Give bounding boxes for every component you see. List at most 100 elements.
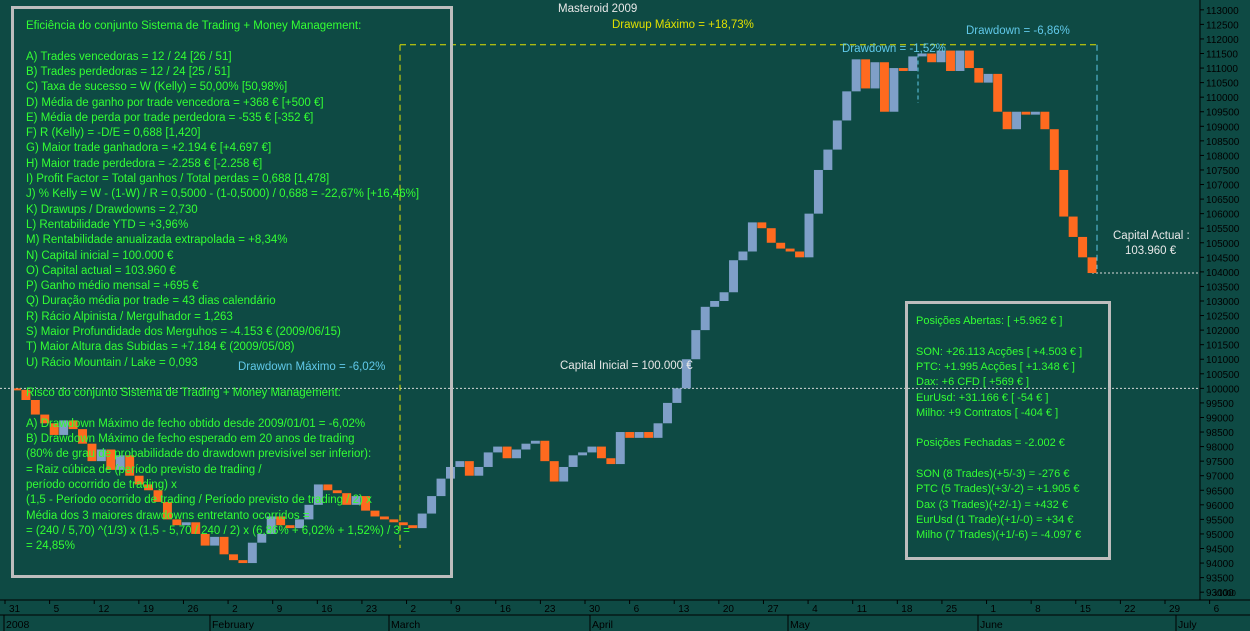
stats-line: = Raiz cúbica de (período previsto de tr… (26, 463, 262, 476)
candle-bar (153, 490, 163, 502)
candle-bar (295, 519, 304, 529)
candle-bar (68, 420, 78, 430)
date-tick-label: 4 (812, 604, 818, 615)
candle-bar (96, 449, 106, 462)
date-tick-label: 26 (187, 604, 199, 615)
price-tick-label: 98500 (1206, 428, 1234, 439)
stats-line: E) Média de perda por trade perdedora = … (26, 111, 314, 124)
stats-line: B) Drawdown Máximo de fecho esperado em … (26, 433, 355, 446)
price-tick-label: 102500 (1206, 312, 1240, 323)
date-tick-label: 1 (991, 604, 997, 615)
candle-bar (549, 461, 559, 482)
candle-bar (908, 56, 918, 71)
stats-line: Eficiência do conjunto Sistema de Tradin… (26, 20, 362, 32)
stats-line: F) R (Kelly) = -D/E = 0,688 [1,420] (26, 127, 201, 140)
date-tick-label: 23 (366, 604, 378, 615)
candle-bar (483, 452, 493, 467)
candle-bar (389, 519, 399, 523)
candle-bar (766, 228, 776, 243)
candle-bar (578, 452, 588, 456)
price-tick-label: 97500 (1206, 457, 1234, 468)
stats-line: J) % Kelly = W - (1-W) / R = 0,5000 - (1… (26, 188, 420, 201)
candle-bar (115, 455, 125, 470)
price-tick-label: 105500 (1206, 224, 1240, 235)
candle-bar (247, 542, 257, 564)
stats-line: A) Drawdown Máximo de fecho obtido desde… (26, 417, 366, 430)
price-tick-label: 106500 (1206, 195, 1240, 206)
stats-line: B) Trades perdedoras = 12 / 24 [25 / 51] (26, 65, 231, 78)
candle-bar (162, 501, 172, 520)
stats-line: A) Trades vencedoras = 12 / 24 [26 / 51] (26, 50, 232, 63)
stats-line: C) Taxa de sucesso = W (Kelly) = 50,00% … (26, 81, 288, 94)
date-tick-label: 22 (1124, 604, 1136, 615)
price-tick-label: 99500 (1206, 399, 1234, 410)
candle-bar (776, 242, 786, 249)
candle-bar (955, 50, 965, 71)
date-tick-label: 27 (767, 604, 779, 615)
candle-bar (398, 522, 408, 526)
candle-bar (729, 260, 738, 293)
price-tick-label: 99000 (1206, 413, 1234, 424)
candle-bar (436, 478, 446, 497)
date-tick-label: 16 (500, 604, 512, 615)
date-tick-label: 23 (544, 604, 556, 615)
candle-bar (681, 359, 691, 389)
candle-bar (172, 519, 182, 526)
candle-bar (710, 301, 720, 307)
position-line: PTC: +1.995 Acções [ +1.348 € ] (916, 360, 1075, 373)
candle-bar (59, 420, 69, 435)
candle-bar (785, 248, 795, 252)
stats-line: = (240 / 5,70) ^(1/3) x (1,5 - 5,70 / 24… (26, 524, 410, 537)
price-tick-label: 101500 (1206, 341, 1240, 352)
candle-bar (417, 513, 427, 529)
candle-bar (408, 525, 418, 529)
date-tick-label: 11 (857, 604, 868, 615)
stats-line: U) Rácio Mountain / Lake = 0,093 (26, 356, 198, 369)
candle-bar (512, 449, 521, 459)
price-tick-label: 111000 (1206, 64, 1238, 75)
price-tick-label: 100000 (1206, 384, 1240, 395)
candle-bar (757, 222, 767, 229)
candle-bar (889, 68, 899, 112)
price-tick-label: 112500 (1206, 20, 1239, 31)
candle-bar (342, 493, 352, 505)
candle-bar (323, 484, 333, 491)
candle-bar (78, 429, 87, 444)
price-tick-label: 108000 (1206, 151, 1240, 162)
candle-bar (898, 68, 908, 71)
drawdown-label-2: Drawdown = -6,86% (966, 25, 1070, 37)
candle-bar (379, 516, 389, 520)
candle-bar (351, 496, 361, 505)
stats-line: Q) Duração média por trade = 43 dias cal… (26, 295, 276, 308)
candle-bar (361, 496, 371, 511)
price-tick-label: 97000 (1206, 472, 1234, 483)
candle-bar (634, 432, 644, 438)
date-tick-label: 29 (1169, 604, 1181, 615)
price-tick-label: 107000 (1206, 181, 1240, 192)
candle-bar (823, 149, 833, 170)
candle-bar (125, 455, 135, 476)
date-tick-label: 2 (232, 604, 238, 615)
candle-bar (1059, 169, 1069, 217)
price-tick-label: 96000 (1206, 501, 1234, 512)
stats-line: N) Capital inicial = 100.000 € (26, 249, 174, 262)
candle-bar (200, 533, 210, 546)
candle-bar (427, 496, 437, 514)
candle-bar (1040, 111, 1050, 130)
stats-line: R) Rácio Alpinista / Mergulhador = 1,263 (26, 310, 233, 323)
stats-line: período ocorrido de trading) x (26, 479, 177, 491)
date-tick-label: 6 (634, 604, 640, 615)
candle-bar (993, 73, 1003, 112)
candle-bar (559, 466, 569, 482)
price-tick-label: 109500 (1206, 108, 1240, 119)
candle-bar (851, 59, 861, 92)
candle-bar (983, 73, 993, 83)
candle-bar (964, 50, 974, 69)
candle-bar (1078, 236, 1088, 258)
candle-bar (936, 50, 946, 63)
candle-bar (332, 490, 342, 494)
candle-bar (49, 423, 59, 435)
price-tick-label: 110000 (1206, 93, 1239, 104)
price-tick-label: 94500 (1206, 545, 1234, 556)
